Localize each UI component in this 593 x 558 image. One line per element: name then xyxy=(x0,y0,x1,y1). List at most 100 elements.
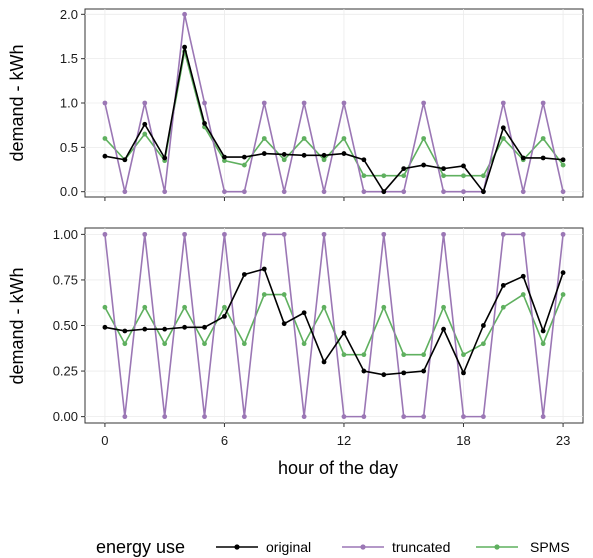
x-tick-label: 18 xyxy=(456,433,470,448)
data-point-truncated xyxy=(401,189,407,195)
data-point-spms xyxy=(341,352,347,358)
data-point-truncated xyxy=(321,231,327,237)
data-point-truncated xyxy=(241,189,247,195)
data-point-truncated xyxy=(261,100,267,106)
data-point-original xyxy=(381,189,387,195)
data-point-truncated xyxy=(540,100,546,106)
data-point-truncated xyxy=(122,414,128,420)
data-point-spms xyxy=(481,173,486,179)
data-point-original xyxy=(481,189,486,195)
data-point-truncated xyxy=(500,100,506,106)
data-point-truncated xyxy=(222,231,227,237)
y-tick-label: 0.00 xyxy=(53,409,78,424)
data-point-spms xyxy=(222,304,227,310)
data-point-truncated xyxy=(441,189,446,195)
data-point-truncated xyxy=(321,189,327,195)
data-point-truncated xyxy=(461,414,466,420)
data-point-original xyxy=(500,283,506,288)
legend-entry-truncated: truncated xyxy=(342,539,450,555)
y-tick-label: 1.00 xyxy=(53,227,78,242)
data-point-original xyxy=(142,326,148,332)
data-point-spms xyxy=(261,292,267,297)
data-point-spms xyxy=(560,162,566,168)
y-tick-label: 0.0 xyxy=(60,184,78,199)
data-point-original xyxy=(241,272,247,277)
data-point-truncated xyxy=(540,414,546,420)
data-point-original xyxy=(361,157,367,163)
y-tick-label: 1.5 xyxy=(60,51,78,66)
data-point-spms xyxy=(321,157,327,163)
data-point-truncated xyxy=(461,189,466,195)
series-line-original xyxy=(104,268,564,376)
data-point-spms xyxy=(481,341,486,347)
data-point-truncated xyxy=(142,231,148,237)
legend-title: energy use xyxy=(96,537,185,557)
legend-key-spms-point xyxy=(494,544,500,550)
data-point-truncated xyxy=(162,414,168,420)
series-line-truncated xyxy=(104,13,564,193)
data-point-original xyxy=(122,157,128,163)
data-point-original xyxy=(281,152,287,157)
data-point-spms xyxy=(361,352,367,358)
legend-label-original: original xyxy=(266,539,311,555)
panel-bottom-ticks: 0.00 0.25 0.50 0.75 1.00 0 6 12 18 23 xyxy=(53,227,571,448)
data-point-truncated xyxy=(202,414,207,420)
data-point-original xyxy=(142,121,148,127)
data-point-original xyxy=(261,151,267,156)
series-line-original xyxy=(104,46,564,193)
data-point-truncated xyxy=(560,189,566,195)
data-point-spms xyxy=(361,173,367,179)
data-point-original xyxy=(441,166,446,172)
data-point-original xyxy=(102,153,108,159)
x-axis-title: hour of the day xyxy=(278,458,398,478)
data-point-truncated xyxy=(381,231,387,237)
data-point-spms xyxy=(222,158,227,164)
data-point-spms xyxy=(500,304,506,310)
panel-bottom-series xyxy=(102,231,566,420)
data-point-truncated xyxy=(281,189,287,195)
data-point-original xyxy=(401,370,407,376)
panel-top-y-axis-title: demand - kWh xyxy=(7,44,27,161)
data-point-spms xyxy=(341,136,347,141)
data-point-spms xyxy=(281,292,287,297)
data-point-spms xyxy=(540,341,546,347)
data-point-spms xyxy=(401,173,407,179)
data-point-spms xyxy=(301,341,307,347)
data-point-original xyxy=(341,330,347,336)
data-point-spms xyxy=(461,352,466,358)
data-point-truncated xyxy=(182,11,188,17)
data-point-truncated xyxy=(361,414,367,420)
data-point-truncated xyxy=(261,231,267,237)
y-tick-label: 0.50 xyxy=(53,318,78,333)
data-point-spms xyxy=(182,304,188,310)
legend-entry-spms: SPMS xyxy=(476,539,570,555)
panel-bottom-y-axis-title: demand - kWh xyxy=(7,267,27,384)
data-point-truncated xyxy=(281,231,287,237)
y-tick-label: 0.5 xyxy=(60,140,78,155)
data-point-original xyxy=(162,326,168,332)
data-point-truncated xyxy=(520,231,526,237)
x-tick-label: 6 xyxy=(221,433,228,448)
x-tick-label: 23 xyxy=(556,433,570,448)
data-point-spms xyxy=(321,304,327,310)
data-point-spms xyxy=(241,162,247,168)
data-point-spms xyxy=(122,341,128,347)
data-point-original xyxy=(102,324,108,330)
y-tick-label: 2.0 xyxy=(60,7,78,22)
legend-key-truncated-point xyxy=(360,544,366,550)
data-point-truncated xyxy=(560,231,566,237)
data-point-original xyxy=(182,44,188,50)
data-point-spms xyxy=(381,304,387,310)
data-point-spms xyxy=(281,157,287,163)
data-point-truncated xyxy=(301,100,307,106)
data-point-spms xyxy=(142,304,148,310)
data-point-truncated xyxy=(441,231,446,237)
data-point-original xyxy=(461,370,466,376)
data-point-truncated xyxy=(202,100,207,106)
legend-key-original-point xyxy=(234,544,240,550)
data-point-original xyxy=(122,328,128,334)
data-point-truncated xyxy=(421,414,427,420)
data-point-original xyxy=(321,152,327,158)
data-point-spms xyxy=(461,173,466,179)
